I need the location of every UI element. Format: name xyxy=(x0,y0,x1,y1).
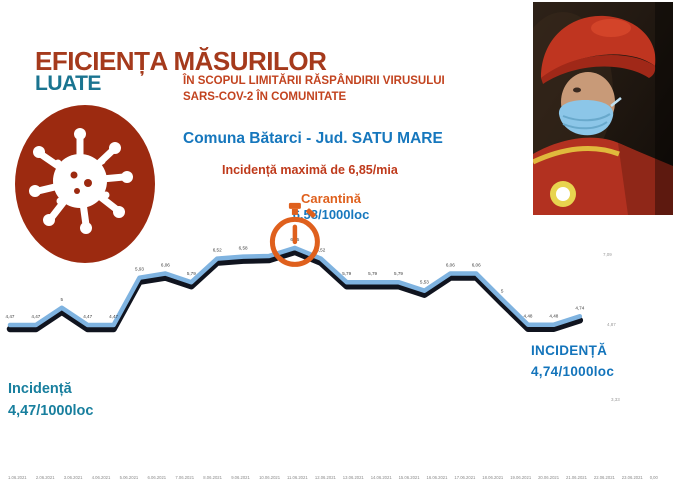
page-subtitle: ÎN SCOPUL LIMITĂRII RĂSPÂNDIRII VIRUSULU… xyxy=(183,74,445,105)
quarantine-value: 6,58/1000loc xyxy=(292,207,370,223)
chart-point-label: 5 xyxy=(61,297,64,302)
chart-point-label: 5,79 xyxy=(394,271,403,276)
chart-axis-label: 4,87 xyxy=(607,322,616,327)
chart-date-label: 9.06.2021 xyxy=(231,475,250,480)
chart-point-label: 5,79 xyxy=(368,271,377,276)
chart-date-label: 16.06.2021 xyxy=(427,475,449,480)
page-subtitle-line1: ÎN SCOPUL LIMITĂRII RĂSPÂNDIRII VIRUSULU… xyxy=(183,75,445,87)
left-incidence-value: 4,47/1000loc xyxy=(8,402,94,419)
chart-date-label: 20.06.2021 xyxy=(538,475,560,480)
chart-date-label: 1.06.2021 xyxy=(8,475,27,480)
chart-axis-label: 3,33 xyxy=(611,397,620,402)
chart-date-label: 17.06.2021 xyxy=(454,475,476,480)
location-title: Comuna Bătarci - Jud. SATU MARE xyxy=(183,130,443,147)
chart-point-label: 6,52 xyxy=(213,248,222,253)
chart-date-label: 13.06.2021 xyxy=(343,475,365,480)
chart-date-label: 3.06.2021 xyxy=(64,475,83,480)
chart-point-label: 5 xyxy=(501,288,504,293)
chart-date-label: 22.06.2021 xyxy=(594,475,616,480)
chart-point-label: 4,74 xyxy=(575,305,584,310)
chart-point-label: 4,47 xyxy=(31,314,40,319)
page-subtitle-line2: SARS-COV-2 ÎN COMUNITATE xyxy=(183,90,347,103)
chart-date-label: 15.06.2021 xyxy=(399,475,421,480)
chart-date-label: 12.06.2021 xyxy=(315,475,337,480)
chart-date-label: 2.06.2021 xyxy=(36,475,55,480)
quarantine-annotation: Carantină 6,58/1000loc xyxy=(250,191,412,224)
left-incidence-note: Incidență 4,47/1000loc xyxy=(8,379,93,423)
page-title-secondary: LUATE xyxy=(35,72,101,95)
quarantine-label: Carantină xyxy=(301,191,361,206)
left-incidence-label: Incidență xyxy=(8,381,72,397)
chart-point-label: 4,47 xyxy=(109,314,118,319)
chart-date-label: 0,00 xyxy=(650,475,659,480)
chart-date-label: 6.06.2021 xyxy=(148,475,167,480)
chart-point-label: 6,85 xyxy=(290,237,299,242)
chart-date-label: 19.06.2021 xyxy=(510,475,532,480)
chart-point-label: 5,79 xyxy=(342,271,351,276)
chart-date-label: 21.06.2021 xyxy=(566,475,588,480)
chart-date-label: 11.06.2021 xyxy=(287,475,308,480)
chart-point-label: 5,93 xyxy=(135,267,144,272)
chart-date-label: 4.06.2021 xyxy=(92,475,111,480)
right-incidence-value: 4,74/1000loc xyxy=(531,363,615,379)
chart-point-label: 6,06 xyxy=(472,262,481,267)
chart-point-label: 6,06 xyxy=(446,262,455,267)
chart-axis-label: 7,09 xyxy=(603,252,612,257)
chart-date-label: 8.06.2021 xyxy=(203,475,222,480)
page-title: EFICIENȚA MĂSURILOR xyxy=(35,46,327,76)
chart-point-label: 6,52 xyxy=(316,248,325,253)
chart-date-label: 14.06.2021 xyxy=(371,475,393,480)
chart-point-label: 4,48 xyxy=(549,314,558,319)
chart-date-label: 18.06.2021 xyxy=(482,475,504,480)
chart-point-label: 6,58 xyxy=(239,246,248,251)
chart-date-label: 7.06.2021 xyxy=(175,475,194,480)
chart-point-label: 5,53 xyxy=(420,280,429,285)
chart-point-label: 5,79 xyxy=(187,271,196,276)
chart-point-label: 6,06 xyxy=(161,262,170,267)
chart-point-label: 4,48 xyxy=(524,314,533,319)
max-incidence-note: Incidență maximă de 6,85/mia xyxy=(222,163,398,177)
photo-emergency-worker xyxy=(513,2,673,215)
right-incidence-note: INCIDENȚĂ 4,74/1000loc xyxy=(531,341,614,383)
chart-point-label: 4,47 xyxy=(83,314,92,319)
chart-date-label: 23.06.2021 xyxy=(622,475,644,480)
chart-date-label: 5.06.2021 xyxy=(120,475,139,480)
chart-point-label: 4,47 xyxy=(6,314,15,319)
virus-icon xyxy=(14,103,156,265)
chart-date-label: 10.06.2021 xyxy=(259,475,281,480)
right-incidence-label: INCIDENȚĂ xyxy=(531,343,608,358)
